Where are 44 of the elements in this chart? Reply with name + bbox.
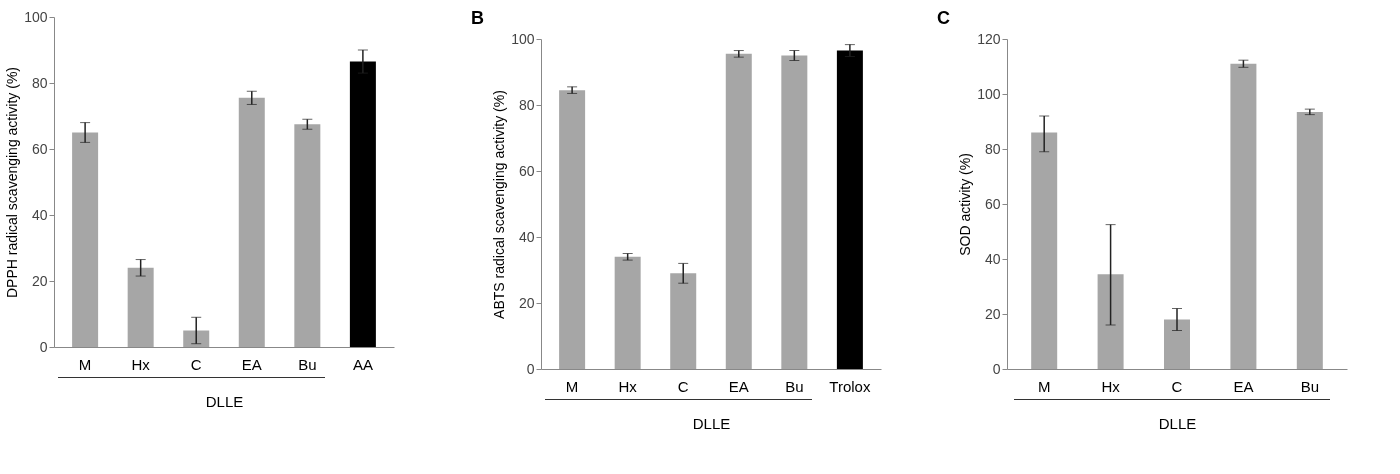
- x-tick-label: Hx: [1101, 377, 1121, 395]
- y-tick-label: 60: [31, 140, 48, 157]
- y-tick-label: 80: [31, 74, 48, 91]
- x-tick-label: M: [1037, 377, 1051, 395]
- x-tick-label: AA: [352, 355, 373, 373]
- x-tick-label: EA: [1233, 377, 1254, 395]
- x-axis-title: DLLE: [692, 414, 731, 432]
- y-tick-label: 40: [984, 250, 1001, 267]
- x-tick-label: Hx: [131, 355, 151, 373]
- y-tick-label: 100: [511, 30, 535, 47]
- y-tick-label: 20: [984, 305, 1001, 322]
- x-tick-label: C: [677, 377, 689, 395]
- x-tick-label: Bu: [298, 355, 317, 373]
- x-tick-label: M: [565, 377, 579, 395]
- y-tick-label: 60: [518, 162, 535, 179]
- y-tick-label: 100: [977, 85, 1001, 102]
- y-tick-label: 100: [24, 8, 48, 25]
- y-tick-label: 120: [977, 30, 1001, 47]
- y-tick-label: 40: [31, 206, 48, 223]
- y-tick-label: 20: [31, 272, 48, 289]
- x-tick-label: C: [190, 355, 202, 373]
- y-axis-title: SOD activity (%): [957, 153, 974, 256]
- y-tick-label: 80: [984, 140, 1001, 157]
- chart-title: B: [471, 8, 484, 28]
- y-tick-label: 0: [39, 338, 48, 355]
- chart-title: C: [937, 8, 950, 28]
- x-tick-label: M: [78, 355, 92, 373]
- y-tick-label: 80: [518, 96, 535, 113]
- x-tick-label: Hx: [618, 377, 638, 395]
- x-axis-title: DLLE: [205, 392, 244, 410]
- y-axis-title: ABTS radical scavenging activity (%): [491, 90, 508, 319]
- x-tick-label: Bu: [785, 377, 804, 395]
- y-tick-label: 0: [526, 360, 535, 377]
- y-tick-label: 60: [984, 195, 1001, 212]
- x-tick-label: Trolox: [829, 377, 871, 395]
- x-tick-label: EA: [728, 377, 749, 395]
- y-tick-label: 0: [992, 360, 1001, 377]
- x-tick-label: EA: [241, 355, 262, 373]
- y-tick-label: 20: [518, 294, 535, 311]
- x-tick-label: C: [1171, 377, 1183, 395]
- y-tick-label: 40: [518, 228, 535, 245]
- y-axis-title: DPPH radical scavenging activity (%): [4, 66, 21, 299]
- x-tick-label: Bu: [1300, 377, 1319, 395]
- x-axis-title: DLLE: [1158, 414, 1197, 432]
